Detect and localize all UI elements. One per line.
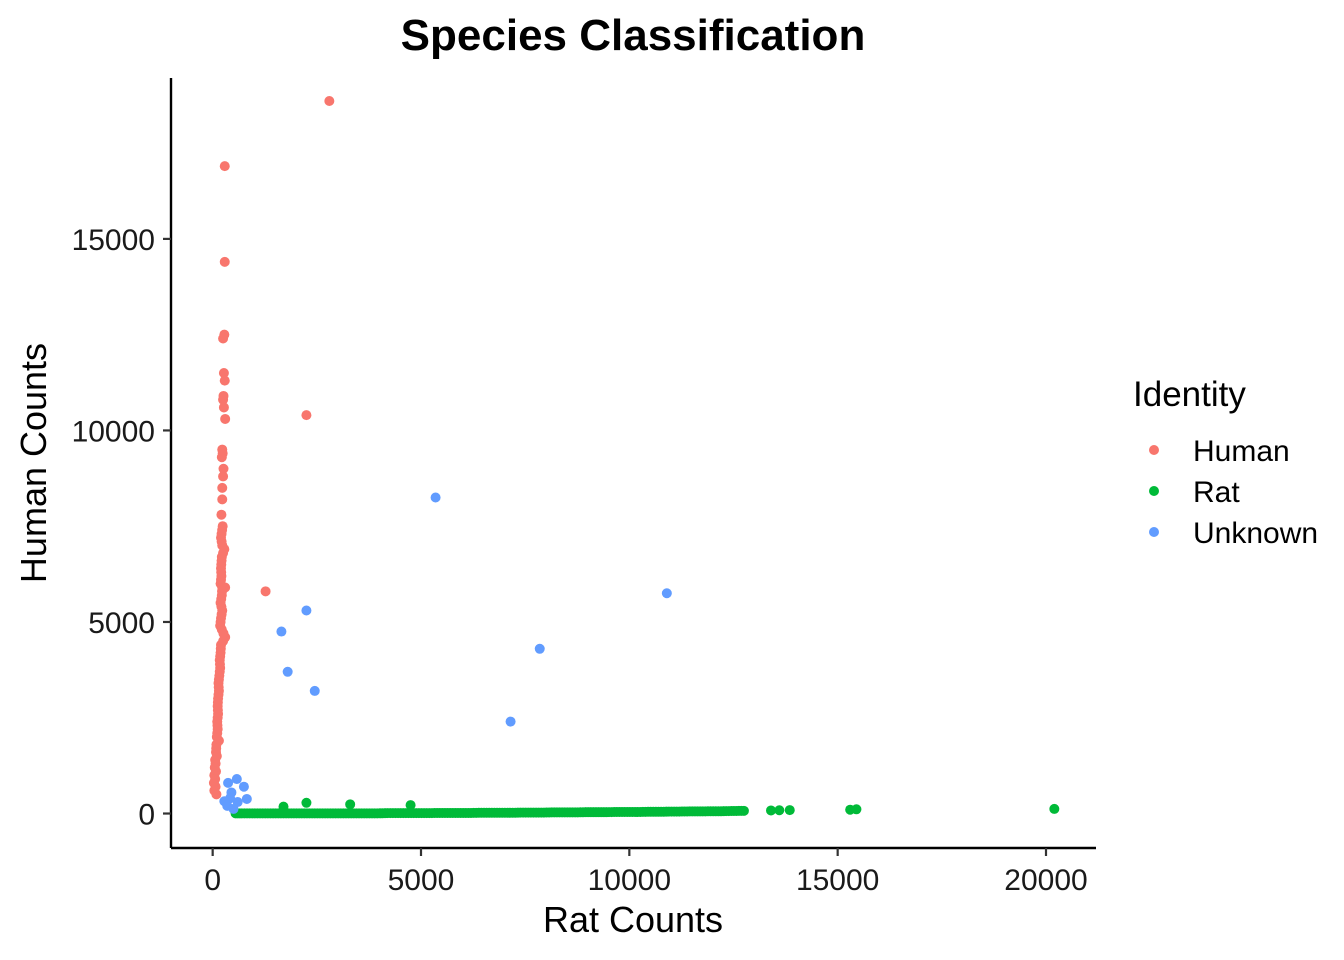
data-point [219,796,230,807]
y-tick-label: 10000 [72,415,155,448]
plot-area [208,95,1060,819]
data-point [218,471,229,482]
data-point [219,256,230,267]
y-tick-label: 5000 [88,607,155,640]
data-point-fill [218,636,229,647]
data-point-fill [216,609,227,620]
data-point [766,805,776,816]
x-tick-label: 10000 [588,864,671,897]
legend-item-rat: Rat [1149,476,1240,509]
data-point [309,685,320,696]
data-point [505,716,516,727]
chart-title: Species Classification [401,11,866,60]
data-point-fill [215,651,226,662]
data-point [784,805,795,816]
x-tick-label: 5000 [388,864,455,897]
data-point-fill [215,643,226,654]
data-point [324,95,335,106]
data-point-fill [215,616,226,627]
data-point [223,777,234,788]
series-unknown [219,492,672,814]
data-point-fill [212,720,223,731]
data-point-fill [213,682,224,693]
data-point-fill [217,525,228,536]
data-point [430,492,441,503]
legend-label: Human [1193,435,1290,468]
data-point [276,626,287,637]
legend-key [1149,445,1159,455]
data-point [301,605,312,616]
legend-key [1149,486,1159,496]
data-point-fill [214,666,225,677]
x-tick-label: 20000 [1004,864,1087,897]
data-point-fill [218,548,229,559]
data-point [405,800,416,811]
legend-title: Identity [1133,375,1246,414]
data-point [220,413,231,424]
y-axis-label: Human Counts [13,343,54,583]
data-point [774,805,785,816]
y-tick-label: 0 [138,799,155,832]
data-point-fill [216,574,226,585]
data-point [260,586,271,597]
data-point [345,799,356,810]
data-point [218,367,229,378]
legend-item-unknown: Unknown [1149,517,1318,550]
data-point [211,789,222,800]
data-point [219,375,230,386]
legend-items: Human Rat Unknown [1149,435,1318,550]
data-point [231,774,242,785]
data-point-fill [212,705,223,716]
data-point [216,452,227,463]
data-point-fill [216,593,227,604]
data-point [282,666,293,677]
data-point [218,402,229,413]
data-point [845,804,856,815]
data-point-fill [216,624,227,635]
data-point-fill [216,567,227,578]
x-tick-label: 15000 [796,864,879,897]
legend-item-human: Human [1149,435,1290,468]
legend-label: Unknown [1193,517,1318,550]
data-point [219,161,230,172]
data-point-fill [213,689,224,700]
series-human [208,95,335,800]
data-point [241,793,252,804]
series-rat [230,797,1060,819]
x-axis-ticks: 0 5000 10000 15000 20000 [204,848,1088,897]
data-point [238,781,249,792]
data-point-fill [216,555,227,566]
data-point-fill [212,712,223,723]
data-point [301,410,312,421]
data-point [217,482,228,493]
y-axis-ticks: 0 5000 10000 15000 [72,224,171,832]
data-point-fill [213,674,224,685]
data-point-fill [736,805,747,816]
data-point [661,588,672,599]
x-tick-label: 0 [204,864,221,897]
data-point [218,333,229,344]
data-point [217,494,228,505]
data-point-fill [216,536,227,547]
data-point-fill [217,586,228,597]
data-point-fill [214,659,225,670]
legend-label: Rat [1193,476,1240,509]
legend-key [1149,527,1159,537]
data-point [534,643,545,654]
data-point-fill [216,601,227,612]
data-point-fill [212,697,223,708]
x-axis-label: Rat Counts [543,899,723,940]
data-point-fill [211,743,222,754]
y-tick-label: 15000 [72,224,155,257]
data-point [301,797,312,808]
data-point [218,394,229,405]
data-point [216,509,227,520]
data-point [218,463,229,474]
legend: Identity Human Rat Unknown [1133,375,1318,550]
data-point [1049,803,1060,814]
data-point-fill [212,728,223,739]
data-point [228,803,239,814]
